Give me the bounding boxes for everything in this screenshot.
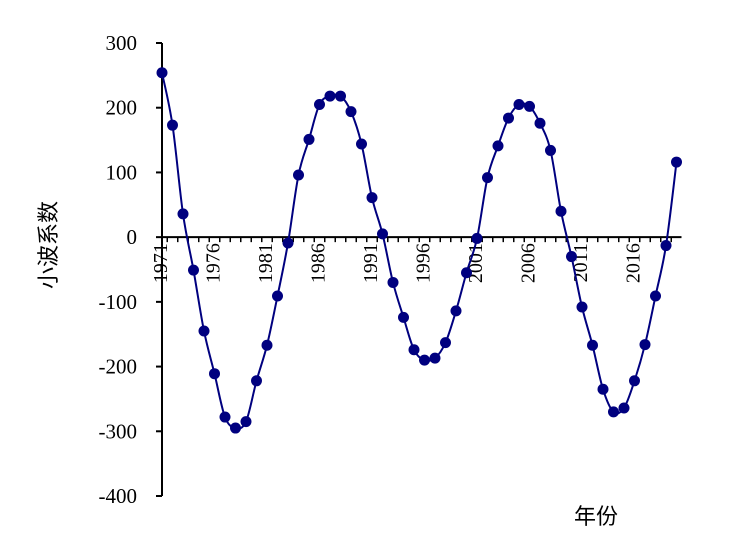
- data-point: [555, 205, 567, 217]
- y-tick-label: 200: [106, 96, 138, 120]
- data-point: [534, 117, 546, 129]
- data-point: [219, 411, 231, 423]
- data-point: [461, 267, 472, 279]
- data-point: [240, 416, 252, 428]
- series-layer: [156, 67, 682, 434]
- x-tick-label: 2006: [518, 243, 540, 283]
- x-tick-label: 1971: [150, 243, 172, 283]
- data-point: [629, 375, 640, 387]
- data-point: [230, 422, 241, 434]
- data-point: [377, 228, 388, 240]
- y-tick-label: -300: [99, 419, 138, 443]
- y-tick-label: 0: [127, 225, 138, 249]
- data-point: [524, 100, 535, 112]
- data-point: [356, 138, 367, 150]
- data-point: [545, 144, 556, 156]
- data-point: [650, 290, 661, 302]
- y-tick-label: -400: [99, 484, 138, 508]
- data-point: [156, 67, 168, 79]
- data-point: [566, 251, 577, 263]
- data-point: [314, 98, 325, 110]
- data-point: [618, 402, 630, 414]
- data-point: [303, 133, 315, 145]
- x-tick-label: 1991: [360, 243, 382, 283]
- data-point: [282, 237, 294, 249]
- data-point: [492, 140, 504, 152]
- data-point: [293, 169, 304, 181]
- data-point: [471, 232, 483, 244]
- data-point: [345, 106, 357, 118]
- data-point: [576, 301, 588, 313]
- data-point: [482, 172, 493, 184]
- data-point: [272, 290, 283, 302]
- data-point: [660, 240, 672, 252]
- data-point: [429, 352, 441, 364]
- data-point: [450, 305, 462, 317]
- data-point: [198, 325, 210, 337]
- y-tick-label: 300: [106, 31, 138, 55]
- y-axis-title: 小波系数: [37, 201, 62, 289]
- data-point: [335, 90, 346, 102]
- data-point: [408, 344, 420, 356]
- data-point: [251, 375, 262, 387]
- x-tick-label: 1981: [255, 243, 277, 283]
- data-point: [671, 156, 682, 168]
- data-point: [587, 339, 598, 351]
- data-point: [608, 406, 619, 418]
- data-point: [261, 339, 273, 351]
- x-tick-label: 1996: [413, 243, 435, 283]
- data-point: [503, 112, 514, 124]
- data-point: [324, 90, 336, 102]
- data-point: [597, 383, 609, 395]
- data-point: [188, 264, 199, 276]
- y-tick-label: -100: [99, 290, 138, 314]
- x-axis-title: 年份: [574, 505, 618, 530]
- data-point: [398, 311, 409, 323]
- x-tick-label: 1986: [308, 243, 330, 283]
- data-point: [419, 354, 430, 366]
- y-tick-label: 100: [106, 160, 138, 184]
- y-tick-label: -200: [99, 355, 138, 379]
- x-tick-label: 1976: [203, 243, 225, 283]
- data-point: [366, 192, 378, 204]
- data-point: [167, 119, 178, 131]
- data-point: [177, 208, 189, 220]
- data-point: [440, 337, 451, 349]
- x-tick-label: 2016: [623, 243, 645, 283]
- data-point: [209, 368, 220, 380]
- data-point: [513, 98, 525, 110]
- data-point: [639, 339, 651, 351]
- data-point: [387, 276, 399, 288]
